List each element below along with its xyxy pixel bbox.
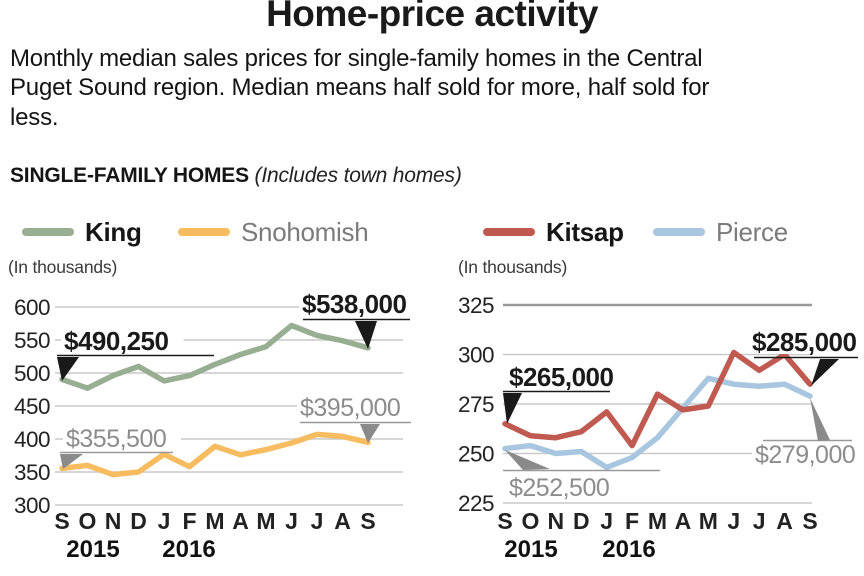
legend-item-snohomish: Snohomish bbox=[178, 216, 369, 247]
month-label: S bbox=[360, 508, 375, 534]
month-label: N bbox=[105, 508, 122, 534]
y-tick-label: 300 bbox=[14, 493, 50, 518]
month-label: J bbox=[311, 508, 324, 534]
price-annotation: $355,500 bbox=[66, 425, 166, 453]
units-label-left: (In thousands) bbox=[8, 257, 118, 277]
month-label: A bbox=[334, 508, 351, 534]
month-label: M bbox=[205, 508, 224, 534]
units-label-right: (In thousands) bbox=[458, 257, 568, 277]
annotation-backdrop bbox=[506, 475, 624, 499]
month-label: N bbox=[548, 508, 565, 534]
y-tick-label: 500 bbox=[14, 361, 50, 386]
month-label: S bbox=[497, 508, 512, 534]
month-label: J bbox=[600, 508, 613, 534]
month-label: J bbox=[285, 508, 298, 534]
annotation-backdrop bbox=[61, 329, 184, 353]
month-label: F bbox=[625, 508, 639, 534]
year-label: 2016 bbox=[602, 536, 655, 563]
intro-text: Monthly median sales prices for single-f… bbox=[10, 45, 710, 131]
month-label: O bbox=[79, 508, 97, 534]
annotation-pointer bbox=[811, 359, 839, 386]
annotation-pointer bbox=[503, 393, 522, 424]
kitsap-line-swatch bbox=[483, 228, 535, 236]
month-label: M bbox=[648, 508, 667, 534]
month-label: A bbox=[776, 508, 793, 534]
price-annotation: $265,000 bbox=[509, 362, 613, 392]
legend-label-king: King bbox=[85, 216, 142, 247]
annotation-pointer bbox=[360, 424, 380, 443]
annotation-backdrop bbox=[299, 292, 422, 316]
legend-label-snohomish: Snohomish bbox=[241, 216, 369, 247]
month-label: D bbox=[573, 508, 590, 534]
price-annotation: $490,250 bbox=[64, 326, 168, 356]
month-label: S bbox=[802, 508, 817, 534]
month-label: J bbox=[727, 508, 740, 534]
legend-item-kitsap: Kitsap bbox=[483, 216, 624, 247]
kitsap-price-line bbox=[502, 349, 813, 449]
month-label: O bbox=[521, 508, 539, 534]
legend-label-pierce: Pierce bbox=[716, 216, 788, 247]
y-tick-label: 450 bbox=[14, 394, 50, 419]
king-line-swatch bbox=[22, 228, 74, 236]
legend-item-pierce: Pierce bbox=[653, 216, 788, 247]
y-tick-label: 550 bbox=[14, 328, 50, 353]
month-label: S bbox=[54, 508, 69, 534]
king-price-line bbox=[59, 322, 371, 391]
annotation-pointer bbox=[810, 398, 830, 441]
legend-item-king: King bbox=[22, 216, 142, 247]
month-label: M bbox=[699, 508, 718, 534]
section-label: SINGLE-FAMILY HOMES bbox=[10, 164, 255, 187]
month-label: A bbox=[232, 508, 249, 534]
month-label: D bbox=[130, 508, 147, 534]
annotation-backdrop bbox=[506, 365, 629, 389]
y-tick-label: 275 bbox=[458, 392, 494, 417]
month-label: A bbox=[675, 508, 692, 534]
annotation-pointer bbox=[60, 454, 83, 469]
legend-label-kitsap: Kitsap bbox=[546, 216, 624, 247]
y-tick-label: 325 bbox=[458, 293, 494, 318]
annotation-backdrop bbox=[752, 442, 864, 466]
price-annotation: $252,500 bbox=[509, 474, 609, 502]
annotation-pointer bbox=[355, 321, 377, 349]
month-label: J bbox=[753, 508, 766, 534]
price-annotation: $285,000 bbox=[752, 327, 856, 357]
price-annotation: $279,000 bbox=[755, 441, 855, 469]
year-label: 2016 bbox=[162, 536, 215, 563]
snohomish-line-swatch bbox=[178, 228, 230, 236]
price-annotation: $395,000 bbox=[300, 394, 400, 422]
price-annotation: $538,000 bbox=[302, 289, 406, 319]
annotation-backdrop bbox=[63, 426, 181, 450]
month-label: J bbox=[158, 508, 171, 534]
pierce-price-line bbox=[502, 375, 813, 471]
section-note: (Includes town homes) bbox=[254, 164, 462, 187]
section-header: SINGLE-FAMILY HOMES (Includes town homes… bbox=[10, 164, 462, 188]
snohomish-price-line bbox=[59, 431, 371, 478]
page-title: Home-price activity bbox=[266, 0, 598, 34]
y-tick-label: 225 bbox=[458, 491, 494, 516]
month-label: F bbox=[182, 508, 196, 534]
annotation-backdrop bbox=[297, 395, 415, 419]
year-label: 2015 bbox=[66, 536, 119, 563]
month-label: M bbox=[256, 508, 275, 534]
annotation-backdrop bbox=[749, 330, 864, 354]
annotation-pointer bbox=[57, 357, 79, 381]
pierce-line-swatch bbox=[653, 228, 705, 236]
y-tick-label: 350 bbox=[14, 460, 50, 485]
year-label: 2015 bbox=[504, 536, 557, 563]
y-tick-label: 600 bbox=[14, 295, 50, 320]
y-tick-label: 400 bbox=[14, 427, 50, 452]
annotation-pointer bbox=[505, 450, 550, 470]
y-tick-label: 250 bbox=[458, 442, 494, 467]
y-tick-label: 300 bbox=[458, 343, 494, 368]
